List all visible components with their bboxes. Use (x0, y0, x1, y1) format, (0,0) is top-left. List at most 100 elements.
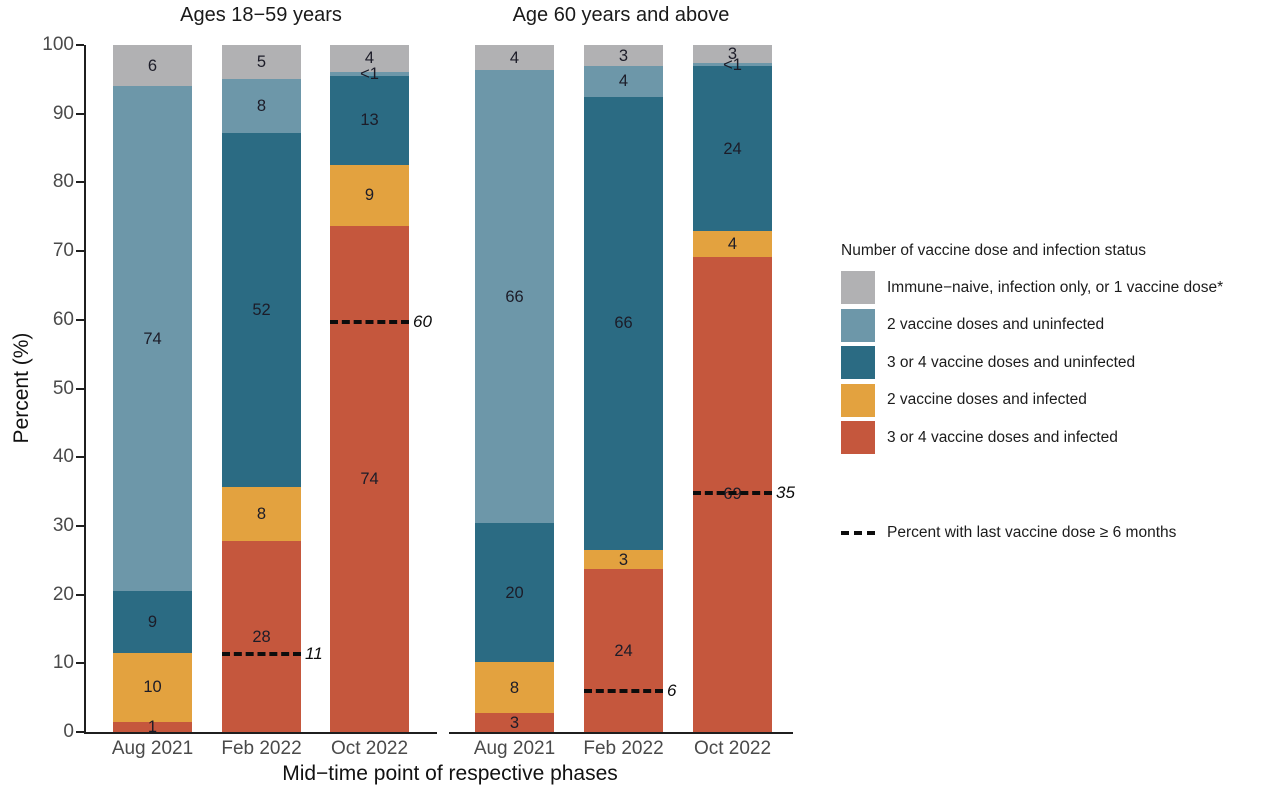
bar-segment-naive (113, 45, 192, 87)
legend-item-3or4-doses-infected: 3 or 4 vaccine doses and infected (841, 421, 1280, 454)
dashed-threshold-label: 6 (667, 680, 677, 700)
y-tick-mark (76, 593, 84, 596)
bar-segment-label: 8 (509, 678, 520, 697)
legend-item-label: 2 vaccine doses and infected (887, 391, 1087, 408)
bar-segment-dose2_infected (330, 164, 409, 226)
two-doses-infected-swatch (841, 383, 875, 417)
y-tick-label: 100 (42, 34, 74, 55)
panel-title-ages-18-59: Ages 18−59 years (180, 4, 342, 26)
panel-title-age-60-plus: Age 60 years and above (512, 4, 730, 26)
y-axis-line (84, 45, 86, 734)
bar-segment-dose2_infected (693, 231, 772, 257)
legend-item-3or4-doses-uninfected: 3 or 4 vaccine doses and uninfected (841, 346, 1280, 379)
x-tick-label: Aug 2021 (111, 738, 194, 759)
bar-segment-dose34_infected (113, 721, 192, 732)
bar-segment-label: 5 (256, 53, 267, 72)
y-tick-mark (76, 731, 84, 733)
bar-segment-label: 4 (364, 49, 375, 68)
y-tick-mark (76, 250, 84, 253)
bar-segment-label: 1 (147, 717, 158, 736)
bar-segment-dose2_uninfected (584, 66, 663, 97)
dashed-threshold-label: 60 (413, 311, 432, 331)
legend-item-label: 3 or 4 vaccine doses and infected (887, 428, 1118, 446)
y-tick-mark (76, 112, 84, 115)
bar-segment-dose2_uninfected (475, 70, 554, 524)
three-four-doses-infected-swatch (841, 421, 875, 454)
y-tick-label: 60 (52, 308, 74, 330)
legend-title: Number of vaccine dose and infection sta… (841, 242, 1147, 259)
dashed-threshold-line (693, 490, 772, 495)
y-tick-label: 0 (63, 721, 74, 742)
dashed-line-swatch (841, 531, 875, 535)
x-axis-baseline (85, 732, 437, 734)
bar-segment-label: 52 (252, 300, 271, 319)
y-tick-mark (76, 181, 84, 184)
bar-segment-label: 3 (727, 44, 738, 63)
dashed-threshold-label: 11 (305, 643, 323, 663)
bar-segment-label: 4 (727, 234, 738, 253)
bar-segment-dose2_uninfected (113, 86, 192, 592)
bar-segment-dose34_infected (222, 541, 301, 732)
bar-segment-dose2_infected (584, 549, 663, 570)
y-tick-label: 80 (52, 171, 74, 193)
bar-segment-label: 24 (614, 641, 633, 660)
dashed-threshold-label: 35 (776, 482, 795, 502)
y-tick-label: 70 (52, 240, 74, 262)
bar-segment-label: 74 (360, 469, 379, 488)
three-four-doses-uninfected-swatch (841, 346, 875, 379)
bar-segment-label: 4 (509, 48, 520, 67)
y-tick-mark (76, 524, 84, 527)
bar-segment-dose2_infected (222, 486, 301, 541)
y-tick-mark (76, 318, 84, 321)
bar-segment-dose34_uninfected (330, 75, 409, 165)
legend-item-dashed-line: Percent with last vaccine dose ≥ 6 month… (841, 520, 1176, 546)
bar-segment-dose34_infected (475, 713, 554, 732)
bar-segment-label: 4 (618, 72, 629, 91)
bar-segment-dose34_infected (584, 569, 663, 732)
bar-segment-dose2_uninfected (222, 79, 301, 133)
bar-segment-label: <1 (360, 64, 379, 83)
bar-segment-naive (693, 45, 772, 63)
bar-segment-label: 66 (505, 287, 524, 306)
legend: Number of vaccine dose and infection sta… (841, 242, 1280, 459)
bar-segment-label: 3 (618, 46, 629, 65)
bar-segment-label: 24 (723, 139, 742, 158)
bar-segment-label: <1 (723, 55, 742, 74)
bar-segment-naive (475, 45, 554, 71)
bar-segment-label: 20 (505, 583, 524, 602)
bar-segment-label: 3 (509, 713, 520, 732)
x-axis-baseline (449, 732, 793, 734)
bar-segment-label: 13 (360, 111, 379, 130)
bar-segment-label: 8 (256, 97, 267, 116)
y-tick-label: 30 (52, 514, 74, 536)
dashed-threshold-line (330, 319, 409, 324)
bar-segment-dose2_uninfected (693, 62, 772, 67)
x-tick-label: Feb 2022 (583, 738, 664, 759)
bar-segment-dose34_uninfected (222, 132, 301, 487)
two-doses-uninfected-swatch (841, 308, 875, 342)
y-tick-label: 10 (52, 652, 74, 674)
bar-segment-dose34_uninfected (693, 66, 772, 232)
dashed-legend-label: Percent with last vaccine dose ≥ 6 month… (887, 524, 1177, 541)
legend-item-2-doses-uninfected: 2 vaccine doses and uninfected (841, 308, 1280, 342)
y-tick-label: 40 (52, 446, 74, 468)
x-tick-label: Aug 2021 (473, 738, 556, 759)
bar-segment-dose2_uninfected (330, 71, 409, 76)
y-tick-mark (76, 456, 84, 459)
bar-segment-dose34_uninfected (113, 591, 192, 653)
bar-segment-naive (222, 45, 301, 80)
bar-segment-naive (330, 45, 409, 72)
x-tick-label: Oct 2022 (330, 738, 409, 759)
bar-segment-dose34_uninfected (584, 96, 663, 550)
naive-swatch (841, 271, 875, 304)
bar-segment-label: 8 (256, 504, 267, 523)
bar-segment-label: 9 (147, 613, 158, 632)
bar-segment-label: 3 (618, 550, 629, 569)
y-tick-mark (76, 662, 84, 665)
bar-segment-dose34_uninfected (475, 523, 554, 662)
y-tick-mark (76, 387, 84, 390)
bar-segment-label: 9 (364, 186, 375, 205)
bar-segment-dose2_infected (475, 661, 554, 714)
bar-segment-label: 74 (143, 329, 162, 348)
